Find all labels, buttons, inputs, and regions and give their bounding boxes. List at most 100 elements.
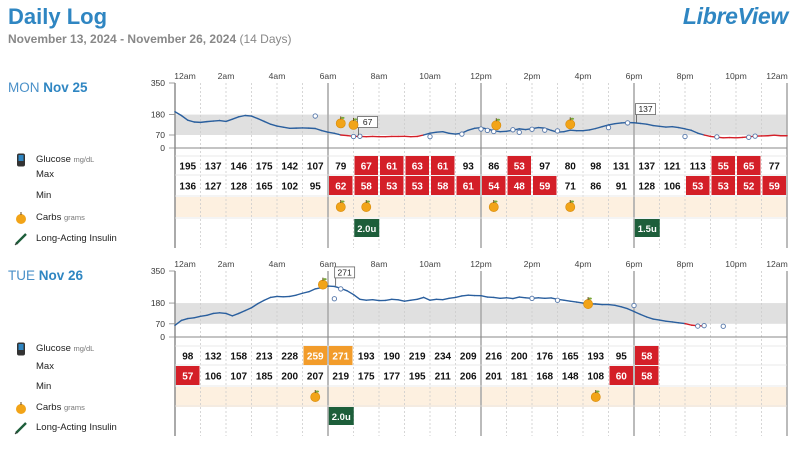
- max-cell-value: 98: [182, 352, 194, 363]
- glucose-line: [486, 128, 495, 132]
- min-cell-value: 106: [664, 182, 681, 193]
- glucose-scan-marker: [459, 131, 465, 137]
- glucose-line: [563, 299, 571, 302]
- time-label: 10pm: [725, 259, 747, 269]
- min-cell-value: 91: [616, 182, 628, 193]
- glucose-scan-marker: [478, 126, 484, 132]
- glucose-line: [238, 309, 246, 315]
- time-label: 8pm: [677, 71, 694, 81]
- min-cell-value: 58: [361, 182, 373, 193]
- annotation-value: 67: [363, 117, 373, 127]
- max-cell-value: 190: [383, 352, 400, 363]
- graph-carbs-apple-icon: [491, 118, 502, 131]
- min-cell-value: 58: [437, 182, 449, 193]
- min-cell-value: 128: [638, 182, 655, 193]
- glucose-scan-marker: [720, 323, 726, 329]
- time-label: 6pm: [626, 71, 643, 81]
- apple-stem: [322, 277, 324, 281]
- max-cell-value: 121: [664, 162, 681, 173]
- glucose-line: [550, 129, 559, 133]
- glucose-scan-marker: [624, 120, 631, 126]
- glucose-line-low: [340, 134, 348, 137]
- glucose-line: [569, 300, 578, 303]
- glucose-unit: mg/dL: [73, 155, 95, 164]
- time-label: 8am: [371, 259, 388, 269]
- glucose-scan-marker: [510, 127, 516, 133]
- min-cell-value: 58: [641, 372, 653, 383]
- glucose-line: [244, 307, 253, 312]
- glucose-line-low: [416, 134, 425, 138]
- graph-carbs-apple-icon: [317, 277, 328, 290]
- apple-leaf: [366, 200, 371, 203]
- min-cell-bg: [482, 176, 506, 195]
- time-label: 12pm: [470, 259, 492, 269]
- day-name: MON: [8, 80, 40, 95]
- apple-leaf: [315, 390, 320, 393]
- apple-leaf: [588, 297, 592, 300]
- glucose-scan-marker: [605, 124, 612, 131]
- time-label: 12pm: [470, 71, 492, 81]
- apple-body: [590, 392, 601, 402]
- glucose-line: [257, 117, 265, 123]
- y-tick-label: 180: [151, 298, 165, 308]
- glucose-line: [467, 127, 476, 131]
- apple-body: [488, 202, 499, 212]
- glucose-line-low: [767, 134, 775, 137]
- carbs-row-band: [175, 197, 787, 217]
- glucose-line: [454, 132, 463, 135]
- max-cell-value: 137: [638, 162, 655, 173]
- apple-body: [335, 118, 346, 129]
- time-label: 6am: [320, 259, 337, 269]
- max-cell-value: 271: [332, 352, 349, 363]
- glucose-line: [250, 115, 259, 120]
- max-cell-bg: [329, 346, 353, 365]
- glucose-line: [505, 129, 514, 132]
- min-cell-bg: [507, 176, 531, 195]
- glucose-line: [174, 111, 183, 117]
- day-1-block: 12am 2am 4am 6am 8am 10am 12pm 2pm 4pm 6pm 8pm 10pm…: [151, 259, 788, 436]
- glucose-line: [448, 296, 457, 300]
- apple-stem: [365, 200, 367, 203]
- glucose-line: [276, 125, 285, 128]
- glucose-line: [537, 126, 546, 129]
- glucose-line: [569, 129, 578, 132]
- min-cell-bg: [635, 366, 659, 385]
- min-cell-value: 207: [307, 372, 324, 383]
- glucose-line: [187, 317, 195, 320]
- apple-body: [565, 119, 576, 130]
- glucose-line: [493, 296, 501, 300]
- glucose-line: [684, 128, 693, 132]
- max-cell-bg: [431, 156, 455, 175]
- glucose-line: [289, 294, 297, 298]
- apple-body: [335, 202, 346, 212]
- carbs-unit: grams: [63, 403, 85, 412]
- min-cell-value: 53: [412, 182, 424, 193]
- glucose-scan-marker: [427, 134, 433, 140]
- min-cell-value: 128: [230, 182, 247, 193]
- apple-leaf: [340, 116, 345, 119]
- min-cell-value: 95: [310, 182, 322, 193]
- max-cell-value: 58: [641, 352, 653, 363]
- day-0-block: 12am 2am 4am 6am 8am 10am 12pm 2pm 4pm 6pm 8pm 10pm…: [151, 71, 788, 248]
- carbs-apple-icon: [361, 200, 372, 212]
- glucose-line: [365, 298, 374, 301]
- glucose-line: [677, 126, 686, 130]
- glucose-line: [531, 297, 540, 300]
- glucose-line: [633, 122, 642, 125]
- min-cell-value: 60: [616, 372, 628, 383]
- glucose-scan-marker: [350, 133, 357, 140]
- glucose-scan-marker: [491, 128, 497, 135]
- min-cell-bg: [609, 366, 633, 385]
- apple-leaf: [570, 117, 575, 120]
- glucose-line: [244, 114, 253, 117]
- max-label: Max: [36, 169, 54, 180]
- min-cell-value: 108: [587, 372, 604, 383]
- time-label: 6am: [320, 71, 337, 81]
- insulin-dose-value: 1.5u: [638, 224, 657, 235]
- glucose-line: [524, 127, 533, 131]
- glucose-line: [206, 312, 214, 317]
- glucose-line: [337, 133, 342, 136]
- time-label: 12am: [174, 71, 196, 81]
- max-cell-value: 193: [587, 352, 604, 363]
- insulin-pen-icon: [14, 421, 28, 435]
